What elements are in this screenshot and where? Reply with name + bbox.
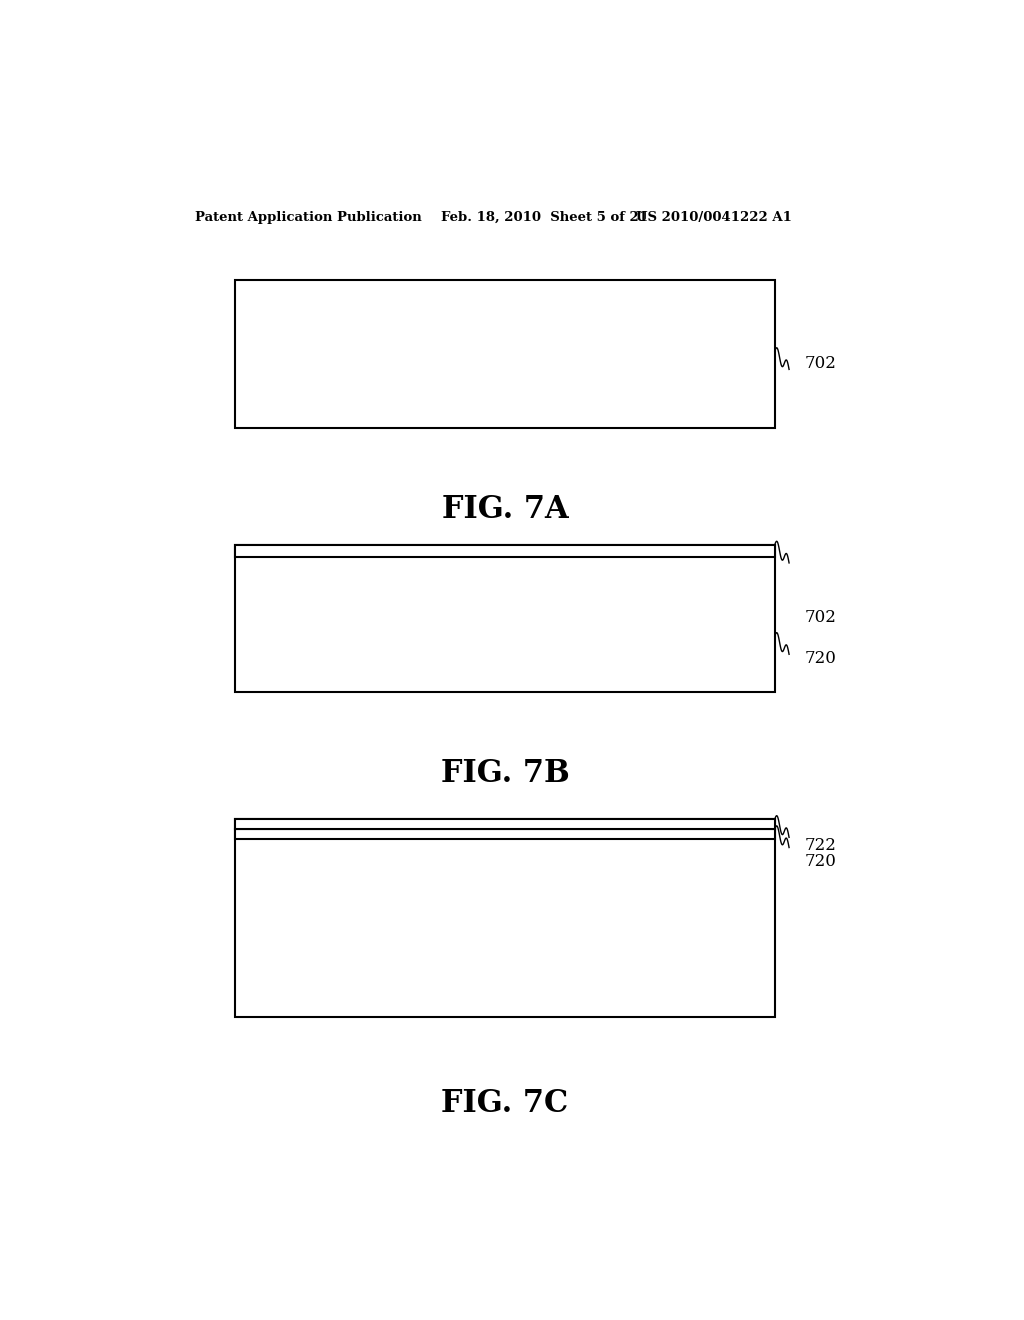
- Text: Patent Application Publication: Patent Application Publication: [196, 211, 422, 224]
- Bar: [236, 545, 775, 557]
- Text: 720: 720: [805, 853, 837, 870]
- Text: 722: 722: [805, 837, 837, 854]
- Text: 720: 720: [805, 649, 837, 667]
- Text: US 2010/0041222 A1: US 2010/0041222 A1: [636, 211, 792, 224]
- Text: FIG. 7B: FIG. 7B: [440, 758, 569, 789]
- Bar: [236, 818, 775, 829]
- Bar: [236, 829, 775, 840]
- Text: FIG. 7C: FIG. 7C: [441, 1088, 568, 1119]
- Text: 702: 702: [805, 355, 837, 372]
- Text: Feb. 18, 2010  Sheet 5 of 21: Feb. 18, 2010 Sheet 5 of 21: [441, 211, 648, 224]
- Text: FIG. 7A: FIG. 7A: [441, 494, 568, 524]
- Bar: [236, 545, 775, 692]
- Text: 702: 702: [805, 610, 837, 626]
- Bar: [236, 280, 775, 428]
- Bar: [236, 818, 775, 1018]
